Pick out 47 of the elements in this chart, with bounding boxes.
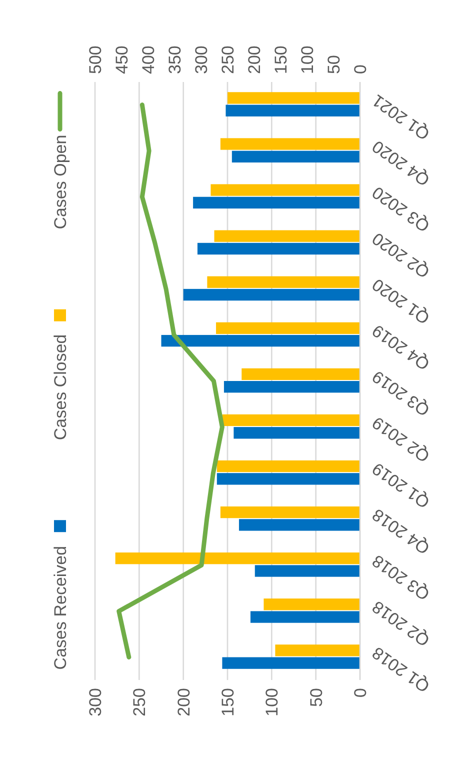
bar — [183, 288, 360, 301]
bar — [222, 657, 360, 669]
x-tick-label: 250 — [130, 688, 150, 716]
legend-label: Cases Received — [50, 546, 70, 670]
bar — [254, 565, 360, 577]
bar — [193, 196, 360, 209]
bar — [216, 473, 360, 485]
bar — [224, 381, 360, 393]
bar — [238, 519, 360, 531]
x-tick-label: 150 — [218, 688, 238, 716]
x2-tick-label: 50 — [324, 55, 344, 74]
bar — [216, 460, 360, 472]
bar — [275, 644, 360, 656]
bar — [216, 322, 360, 334]
x2-tick-label: 500 — [86, 46, 105, 74]
bar — [242, 368, 360, 380]
bar — [161, 334, 360, 347]
bar — [222, 414, 360, 426]
bar — [250, 611, 360, 623]
x2-tick-label: 350 — [165, 46, 184, 74]
bar — [234, 427, 360, 439]
x2-tick-label: 450 — [112, 46, 132, 74]
bar — [210, 184, 360, 196]
x-tick-label: 0 — [350, 688, 370, 698]
x2-tick-label: 250 — [218, 46, 238, 74]
x2-tick-label: 200 — [244, 46, 264, 74]
x2-tick-label: 150 — [271, 46, 290, 74]
x-tick-label: 100 — [262, 688, 282, 716]
bar — [115, 552, 360, 564]
bar — [226, 104, 360, 116]
bar — [228, 92, 360, 104]
x-tick-label: 300 — [86, 688, 105, 716]
x2-tick-label: 400 — [138, 46, 158, 74]
x2-tick-label: 300 — [192, 46, 211, 74]
x-tick-label: 50 — [306, 688, 326, 707]
bar — [220, 506, 360, 518]
x-tick-label: 200 — [174, 688, 194, 716]
bar — [207, 276, 360, 288]
bar — [264, 598, 360, 610]
legend-label: Cases Closed — [50, 334, 70, 440]
bar — [197, 242, 360, 255]
x2-tick-label: 0 — [350, 64, 370, 74]
bar — [232, 150, 360, 162]
bar — [220, 138, 360, 150]
bar — [214, 230, 360, 242]
legend-label: Cases Open — [50, 134, 70, 230]
x2-tick-label: 100 — [298, 46, 317, 74]
